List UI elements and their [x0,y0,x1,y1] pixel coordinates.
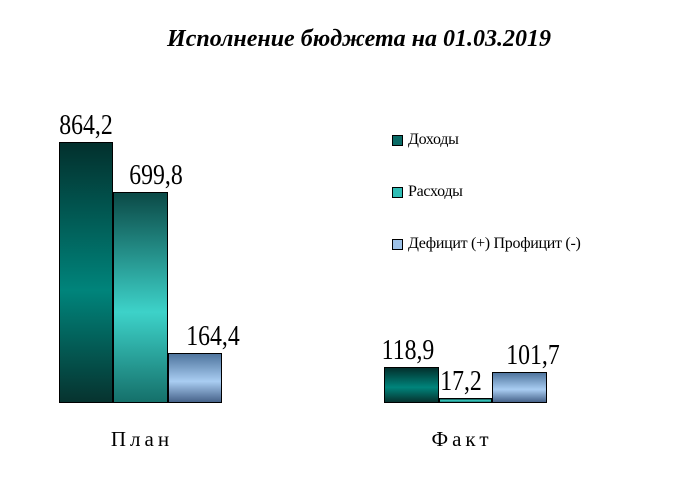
chart-title: Исполнение бюджета на 01.03.2019 [167,26,551,52]
legend-swatch-expense [392,186,403,198]
legend-label-income: Доходы [408,131,459,148]
category-label-plan: План [110,427,174,451]
legend-label-deficit: Дефицит (+) Профицит (-) [408,235,581,252]
value-label-fact-deficit: 101,7 [505,339,560,371]
legend-item-deficit: Дефицит (+) Профицит (-) [392,235,581,253]
legend-item-income: Доходы [392,131,459,149]
legend-label-expense: Расходы [408,183,463,200]
bar-fact-expense [439,398,492,403]
value-label-fact-income: 118,9 [381,334,434,366]
legend-swatch-deficit [392,238,403,250]
bar-plan-deficit [168,353,222,403]
bar-fact-income [384,367,439,403]
value-label-plan-deficit: 164,4 [186,320,240,352]
category-label-fact: Факт [431,427,493,451]
legend-item-expense: Расходы [392,183,463,201]
value-label-fact-expense: 17,2 [439,365,482,397]
bar-plan-income [59,142,113,403]
value-label-plan-income: 864,2 [59,109,113,141]
legend-swatch-income [392,134,403,146]
bar-plan-expense [113,192,168,403]
bar-fact-deficit [492,372,547,403]
value-label-plan-expense: 699,8 [128,159,183,191]
